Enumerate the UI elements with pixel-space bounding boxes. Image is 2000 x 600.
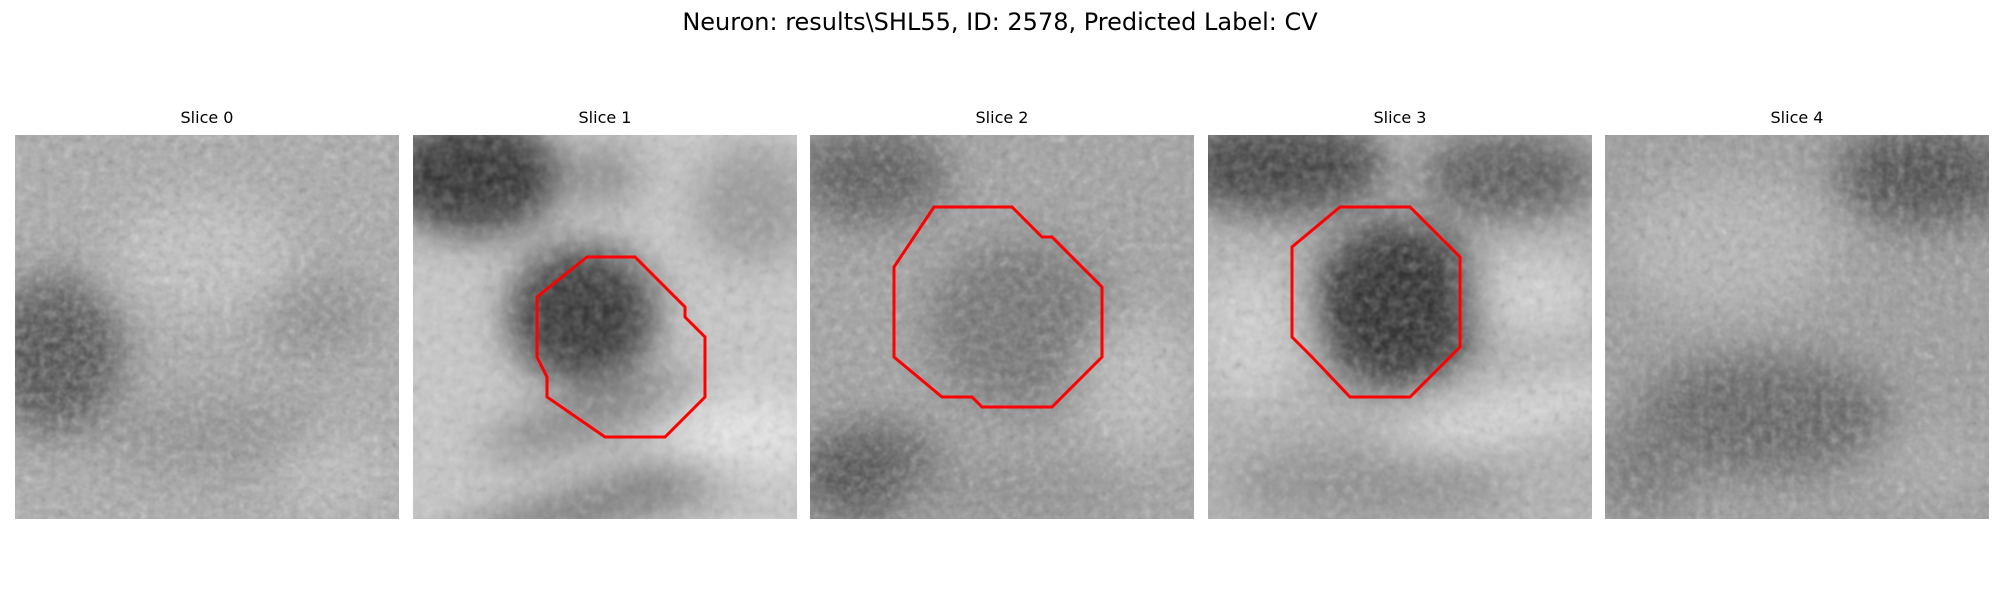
- slice-image: [15, 135, 399, 519]
- slice-panel-0: Slice 0: [15, 108, 399, 519]
- slice-title: Slice 1: [578, 108, 632, 127]
- figure-title: Neuron: results\SHL55, ID: 2578, Predict…: [682, 8, 1318, 36]
- slice-title: Slice 3: [1373, 108, 1427, 127]
- slice-image: [1605, 135, 1989, 519]
- slice-title: Slice 4: [1770, 108, 1824, 127]
- contour-outline: [1290, 205, 1462, 399]
- slice-image: [1208, 135, 1592, 519]
- contour-outline: [535, 255, 707, 439]
- slice-panel-1: Slice 1: [413, 108, 797, 519]
- slice-image: [413, 135, 797, 519]
- contour-outline: [892, 205, 1104, 409]
- slice-title: Slice 2: [975, 108, 1029, 127]
- slice-image: [810, 135, 1194, 519]
- slice-panel-3: Slice 3: [1208, 108, 1592, 519]
- slice-panel-2: Slice 2: [810, 108, 1194, 519]
- slice-panel-4: Slice 4: [1605, 108, 1989, 519]
- slice-title: Slice 0: [180, 108, 234, 127]
